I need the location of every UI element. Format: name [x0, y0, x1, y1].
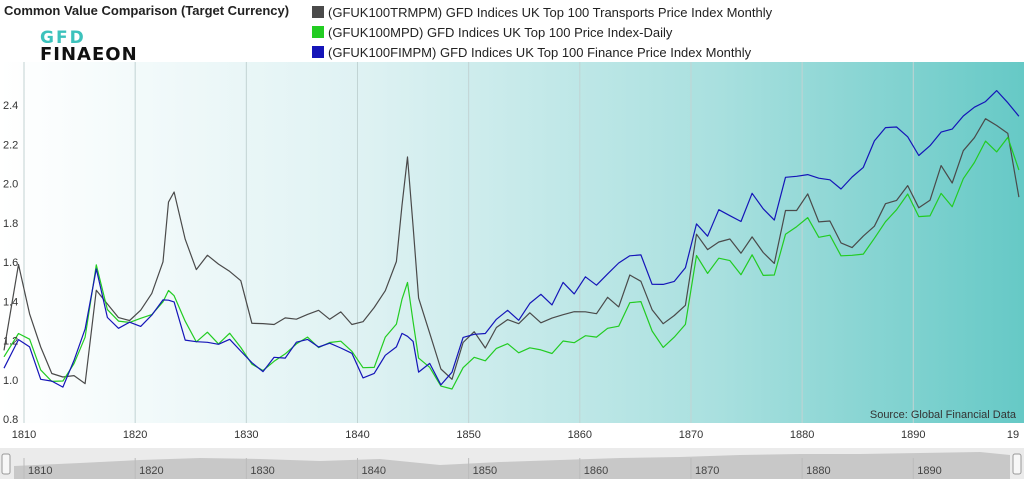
legend-label-finance: (GFUK100FIMPM) GFD Indices UK Top 100 Fi…: [328, 44, 752, 60]
logo-bottom-text: FINAEON: [40, 44, 138, 65]
navigator-tick-label: 1890: [917, 465, 941, 477]
series-line-top100[interactable]: [3, 136, 1020, 390]
navigator-tick-label: 1850: [473, 465, 497, 477]
y-tick-label: 2.2: [3, 139, 18, 151]
navigator-axis: 1810 1820 1830 1840 1850 1860 1870 1880 1890: [23, 458, 942, 479]
gridlines: [23, 62, 914, 423]
y-tick-label: 1.0: [3, 375, 18, 387]
legend-label-transports: (GFUK100TRMPM) GFD Indices UK Top 100 Tr…: [328, 4, 773, 20]
navigator-tick-label: 1880: [806, 465, 830, 477]
legend-swatch-finance: [312, 46, 324, 58]
y-tick-label: 1.2: [3, 336, 18, 348]
y-tick-label: 1.4: [3, 296, 18, 308]
series-line-finance[interactable]: [3, 89, 1020, 388]
x-tick-label: 1820: [123, 429, 147, 441]
legend-swatch-transports: [312, 6, 324, 18]
y-tick-label: 0.8: [3, 414, 18, 426]
legend-item-finance[interactable]: (GFUK100FIMPM) GFD Indices UK Top 100 Fi…: [312, 42, 772, 62]
y-tick-label: 2.0: [3, 179, 18, 191]
y-tick-label: 2.4: [3, 100, 18, 112]
navigator-area: [14, 452, 1010, 479]
x-tick-label: 1880: [790, 429, 814, 441]
x-tick-label: 1830: [234, 429, 258, 441]
legend-item-transports[interactable]: (GFUK100TRMPM) GFD Indices UK Top 100 Tr…: [312, 2, 772, 22]
legend: (GFUK100TRMPM) GFD Indices UK Top 100 Tr…: [312, 2, 772, 62]
x-tick-label: 1850: [456, 429, 480, 441]
x-tick-label: 1810: [12, 429, 36, 441]
navigator-right-handle[interactable]: [1012, 453, 1022, 475]
legend-item-top100[interactable]: (GFUK100MPD) GFD Indices UK Top 100 Pric…: [312, 22, 772, 42]
series-line-transports[interactable]: [3, 118, 1020, 385]
x-tick-label: 19: [1007, 429, 1019, 441]
gfd-finaeon-logo: GFD FINAEON: [40, 30, 138, 64]
x-tick-label: 1840: [345, 429, 369, 441]
x-tick-label: 1860: [568, 429, 592, 441]
navigator-tick-label: 1820: [139, 465, 163, 477]
navigator-tick-label: 1840: [361, 465, 385, 477]
logo-top-text: GFD: [40, 28, 86, 48]
x-axis: 1810 1820 1830 1840 1850 1860 1870 1880 1890 19: [12, 429, 1019, 441]
chart-title: Common Value Comparison (Target Currency…: [4, 3, 290, 18]
x-tick-label: 1870: [679, 429, 703, 441]
source-note: Source: Global Financial Data: [870, 409, 1017, 421]
legend-label-top100: (GFUK100MPD) GFD Indices UK Top 100 Pric…: [328, 24, 673, 40]
x-tick-label: 1890: [901, 429, 925, 441]
y-tick-label: 1.8: [3, 218, 18, 230]
navigator-tick-label: 1860: [584, 465, 608, 477]
navigator-tick-label: 1810: [28, 465, 52, 477]
plot-background: [0, 62, 1024, 423]
navigator-tick-label: 1870: [695, 465, 719, 477]
legend-swatch-top100: [312, 26, 324, 38]
navigator-left-handle[interactable]: [1, 453, 11, 475]
y-tick-label: 1.6: [3, 257, 18, 269]
series-layer: [3, 89, 1020, 390]
y-axis: 0.8 1.0 1.2 1.4 1.6 1.8 2.0 2.2 2.4: [3, 100, 18, 426]
navigator-tick-label: 1830: [250, 465, 274, 477]
